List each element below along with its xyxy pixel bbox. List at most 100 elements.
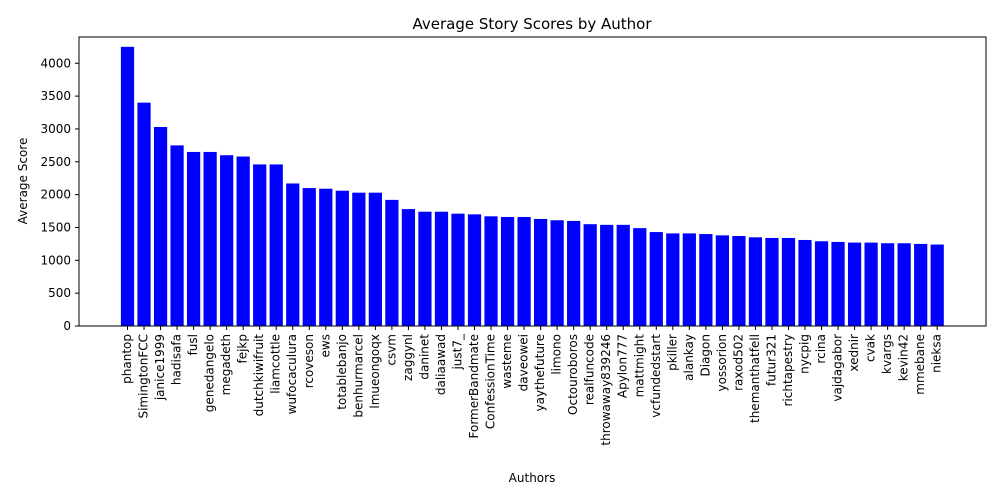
x-tick-label: dutchkiwifruit	[252, 334, 266, 417]
x-tick-label: nieksa	[930, 334, 944, 373]
bar	[699, 234, 713, 326]
bar	[236, 156, 250, 326]
bar	[798, 239, 812, 326]
bar	[335, 190, 349, 326]
x-tick-label: kevin42	[897, 334, 911, 381]
bar	[467, 214, 482, 326]
x-tick-label: raxod502	[731, 334, 745, 391]
x-tick-label: phantop	[120, 334, 134, 384]
plot-frame	[78, 36, 987, 327]
x-tick-label: ConfessionTime	[484, 334, 498, 429]
x-tick-label: wasteme	[500, 334, 514, 389]
x-tick-label: ews	[318, 334, 332, 357]
x-tick-label: richtapestry	[781, 334, 795, 407]
bar	[567, 220, 581, 326]
x-tick-label: totablebanjo	[335, 334, 349, 410]
bar	[153, 126, 168, 326]
bar	[352, 192, 366, 326]
x-tick-label: fejkp	[236, 334, 250, 364]
bar	[269, 164, 283, 326]
x-tick-label: zaggynl	[401, 334, 415, 381]
bar	[385, 199, 399, 326]
bar	[666, 233, 680, 326]
x-tick-label: pkiller	[665, 334, 679, 371]
bar	[434, 211, 449, 326]
x-tick-label: lmueongoqx	[368, 334, 382, 409]
x-tick-label: futur321	[764, 334, 778, 386]
bar	[616, 224, 630, 326]
bar	[732, 236, 746, 326]
x-tick-label: alankay	[682, 334, 696, 381]
bar	[517, 216, 531, 326]
bar	[847, 242, 862, 326]
x-tick-label: SimingtonFCC	[137, 334, 151, 419]
x-tick-label: janice1999	[153, 334, 167, 401]
x-tick-label: xednir	[847, 334, 861, 372]
bar	[484, 216, 498, 326]
y-tick-label: 4000	[40, 56, 71, 70]
x-tick-label: realfuncode	[583, 334, 597, 405]
bar	[500, 216, 515, 326]
bar	[137, 102, 151, 327]
x-tick-label: just7_	[450, 333, 464, 371]
y-tick-label: 1500	[40, 220, 71, 234]
x-tick-label: wufocaculura	[285, 334, 299, 414]
x-tick-label: fusl	[186, 334, 200, 355]
x-axis: phantop SimingtonFCC janice1999 hadisafa fus…	[120, 326, 944, 446]
bar	[765, 237, 779, 326]
x-tick-label: nycpig	[798, 334, 812, 374]
bar	[583, 224, 597, 326]
x-tick-label: genedangelo	[203, 334, 217, 412]
bar	[831, 241, 845, 326]
y-tick-label: 500	[48, 286, 71, 300]
y-tick-label: 0	[63, 319, 71, 333]
x-tick-label: rcoveson	[302, 334, 316, 388]
x-tick-label: mmebane	[913, 334, 927, 395]
y-tick-label: 1000	[40, 253, 71, 267]
bar	[682, 233, 696, 326]
x-tick-label: liamcottle	[269, 334, 283, 394]
x-tick-label: daveowei	[517, 334, 531, 391]
bar	[120, 46, 135, 326]
bar	[781, 237, 796, 326]
bar	[649, 232, 663, 326]
x-tick-label: hadisafa	[170, 334, 184, 385]
bar	[864, 242, 878, 326]
x-tick-label: megadeth	[219, 334, 233, 395]
x-tick-label: kvargs	[880, 334, 894, 374]
y-tick-label: 2000	[40, 188, 71, 202]
bar	[550, 220, 564, 326]
y-tick-label: 3500	[40, 89, 71, 103]
bar	[748, 237, 763, 326]
chart-title: Average Story Scores by Author	[412, 15, 652, 33]
x-tick-label: Octouroboros	[566, 334, 580, 415]
bar	[897, 243, 911, 326]
bar	[302, 188, 316, 326]
x-tick-label: limono	[550, 334, 564, 375]
x-tick-label: yossorion	[715, 334, 729, 392]
x-tick-label: themanthatfell	[748, 334, 762, 423]
y-tick-label: 2500	[40, 155, 71, 169]
bar	[401, 209, 416, 326]
x-tick-label: vcfundedstart	[649, 334, 663, 418]
x-tick-label: Diagon	[698, 334, 712, 377]
bar	[600, 224, 614, 326]
x-tick-label: daninet	[417, 334, 431, 380]
bar	[418, 211, 432, 326]
bar	[451, 213, 465, 326]
bars-group	[120, 46, 944, 327]
x-tick-label: Apylon777	[616, 334, 630, 398]
bar	[186, 151, 201, 326]
bar	[319, 188, 333, 326]
x-tick-label: daliaawad	[434, 334, 448, 395]
x-tick-label: mattmight	[632, 334, 646, 398]
bar	[930, 244, 944, 326]
bar	[203, 151, 217, 326]
bar	[633, 228, 647, 326]
bar	[220, 155, 234, 326]
x-tick-label: throwaway839246	[599, 334, 613, 446]
y-axis-label: Average Score	[16, 138, 30, 225]
bar	[368, 192, 382, 326]
bar	[715, 235, 729, 326]
